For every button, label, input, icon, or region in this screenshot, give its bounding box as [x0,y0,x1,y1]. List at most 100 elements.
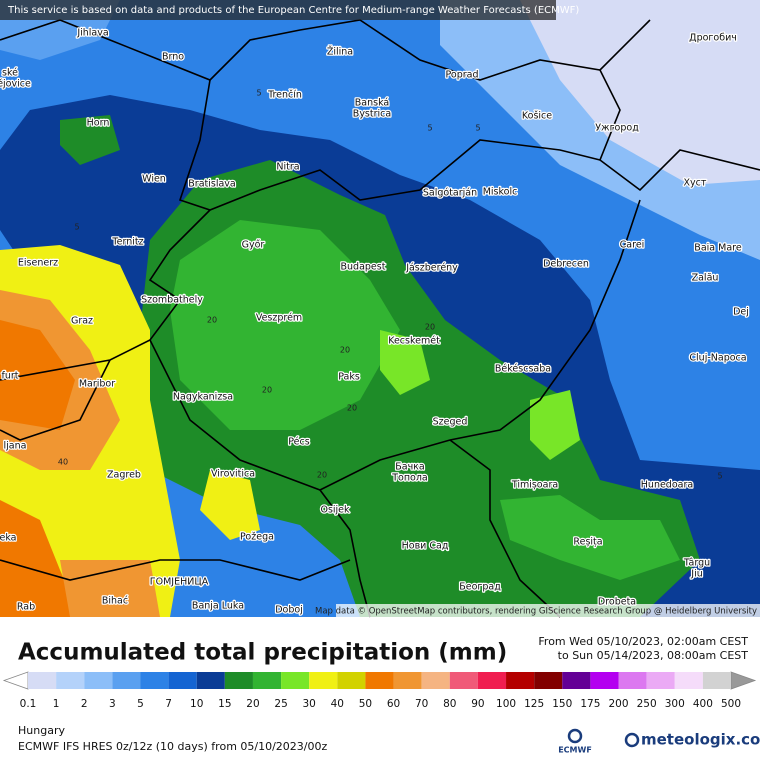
city-label: Дрогобич [689,33,737,44]
city-label: eka [0,533,17,544]
scale-label: 7 [165,698,172,710]
scale-swatch [337,672,366,689]
city-label: Požega [240,532,274,543]
city-label: Reșița [573,537,602,548]
scale-swatch [281,672,310,689]
contour-label: 20 [347,404,357,413]
city-label: Kecskemét [388,336,440,347]
title: Accumulated total precipitation (mm) [18,640,507,666]
city-label: ljana [4,441,27,452]
scale-swatch [449,672,478,689]
city-label: Zagreb [107,470,141,481]
city-label: Drobeta [598,597,636,608]
attribution-bar [336,604,760,617]
scale-label: 200 [608,698,628,710]
scale-swatch [674,672,703,689]
city-label: Bystrica [353,109,391,120]
contour-label: 40 [58,458,68,467]
contour-label: 5 [256,89,261,98]
city-label: Veszprém [256,313,302,324]
city-label: ГОМЈЕНИЦА [150,577,209,588]
scale-label: 500 [721,698,741,710]
city-label: Osijek [320,505,350,516]
city-label: Békéscsaba [495,364,551,375]
city-label: Szombathely [141,295,203,306]
city-label: Debrecen [543,259,589,270]
city-label: Žilina [327,46,353,58]
city-label: Maribor [79,379,115,390]
scale-label: 60 [387,698,400,710]
scale-label: 15 [218,698,231,710]
scale-label: 150 [552,698,572,710]
city-label: ské [2,68,18,79]
city-label: Jászberény [405,263,458,274]
meteologix-logo-text: meteologix.com [641,731,760,749]
scale-label: 2 [81,698,88,710]
scale-label: 90 [471,698,484,710]
city-label: Pécs [288,437,309,448]
city-label: Dej [733,307,749,318]
city-label: Rab [17,602,35,613]
scale-swatch [393,672,422,689]
scale-label: 125 [524,698,544,710]
notice: This service is based on data and produc… [7,5,579,16]
city-label: Doboj [275,605,303,616]
city-label: Trenčín [267,90,302,101]
contour-label: 20 [207,316,217,325]
city-label: Virovitica [211,469,255,480]
city-label: Brno [162,52,184,63]
city-label: Horn [87,118,110,129]
contour-label: 20 [317,471,327,480]
city-label: Eisenerz [18,258,58,269]
city-label: Budapest [341,262,386,273]
scale-swatch [28,672,57,689]
region: Hungary [18,724,65,737]
scale-swatch [168,672,197,689]
contour-label: 5 [475,124,480,133]
city-label: Szeged [433,417,468,428]
scale-label: 50 [359,698,372,710]
city-label: Poprad [446,70,479,81]
meteologix-logo: meteologix.com [624,731,760,749]
scale-swatch [112,672,141,689]
scale-label: 100 [496,698,516,710]
city-label: Košice [522,111,552,122]
scale-label: 400 [693,698,713,710]
period-to: to Sun 05/14/2023, 08:00am CEST [558,649,749,662]
city-label: Târgu [683,558,710,569]
city-label: Timișoara [511,480,558,491]
scale-label: 20 [246,698,259,710]
contour-label: 5 [717,472,722,481]
scale-left-arrow [2,671,29,690]
scale-swatch [140,672,169,689]
city-label: Ternitz [111,237,143,248]
scale-swatch [84,672,113,689]
scale-right-arrow [730,671,757,690]
city-label: Хуст [684,178,707,189]
scale-swatch [702,672,731,689]
city-label: ějovice [0,79,31,90]
scale-swatch [252,672,282,689]
scale-swatch [196,672,225,689]
city-label: Wien [142,174,166,185]
scale-label: 80 [443,698,456,710]
city-label: Топола [391,473,428,484]
city-label: Salgótarján [423,188,477,199]
city-label: Banja Luka [192,601,244,612]
scale-swatch [506,672,535,689]
city-label: Paks [338,372,360,383]
scale-swatch [309,672,338,689]
ecmwf-logo-text: ECMWF [558,746,592,755]
city-label: Bihać [102,596,128,607]
city-label: Baia Mare [694,243,742,254]
scale-label: 1 [53,698,60,710]
city-label: Nitra [276,162,299,173]
scale-swatch [646,672,675,689]
city-label: Бачка [395,462,425,473]
city-label: Jihlava [76,28,108,39]
city-label: Jiu [690,569,702,580]
scale-label: 175 [580,698,600,710]
scale-swatch [562,672,591,689]
contour-label: 20 [262,386,272,395]
scale-label: 10 [190,698,203,710]
